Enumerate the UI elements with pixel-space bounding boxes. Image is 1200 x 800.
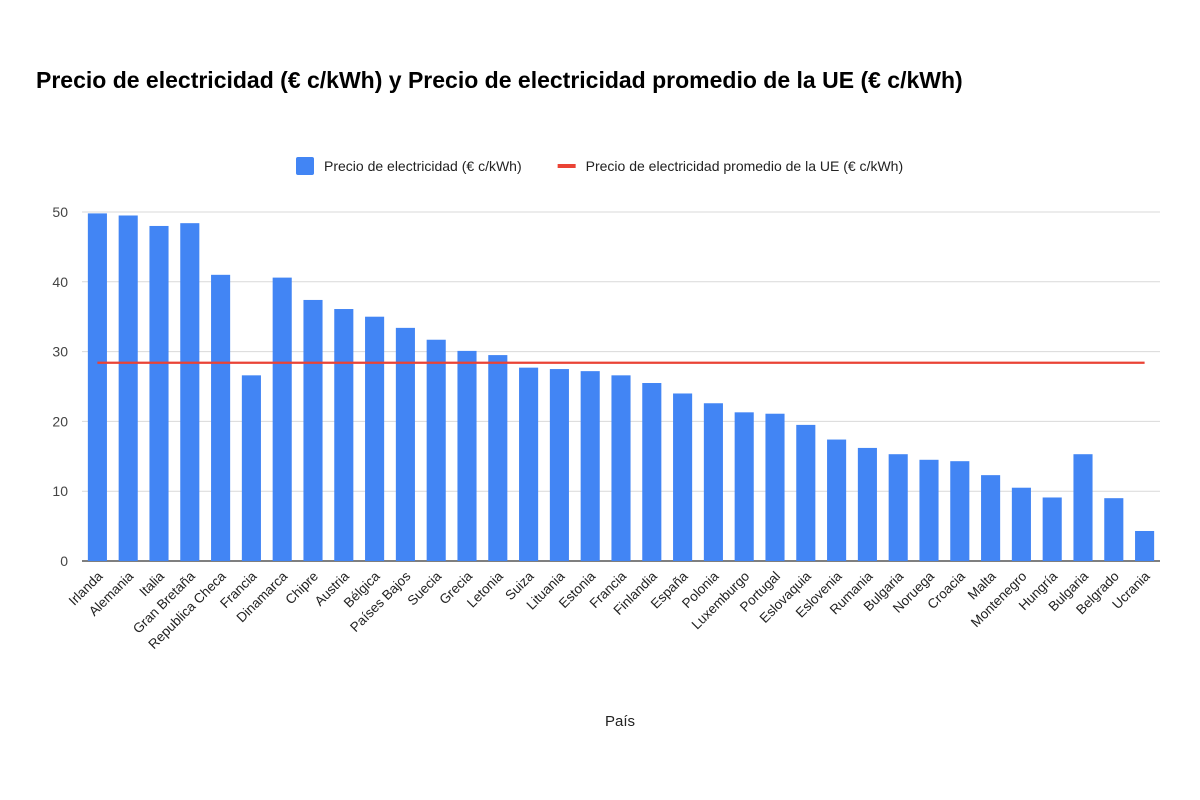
bar <box>488 355 508 561</box>
bar <box>611 375 631 561</box>
bar <box>642 383 662 561</box>
y-tick-label: 50 <box>52 204 68 220</box>
bar <box>211 274 231 561</box>
bar <box>426 339 446 561</box>
legend-swatch-1 <box>296 157 314 175</box>
bar <box>580 371 600 561</box>
bar <box>519 367 539 561</box>
y-tick-label: 10 <box>52 483 68 499</box>
legend: Precio de electricidad (€ c/kWh) Precio d… <box>296 157 903 175</box>
bar <box>857 447 877 561</box>
bar <box>673 393 693 561</box>
legend-label-1: Precio de electricidad (€ c/kWh) <box>324 158 522 174</box>
bar <box>1073 454 1093 561</box>
chart-title: Precio de electricidad (€ c/kWh) y Preci… <box>36 67 963 93</box>
bar <box>549 369 569 561</box>
bar <box>981 475 1001 561</box>
bar <box>734 412 754 561</box>
bar <box>919 459 939 561</box>
y-tick-label: 0 <box>60 553 68 569</box>
y-tick-label: 20 <box>52 413 68 429</box>
legend-label-2: Precio de electricidad promedio de la UE… <box>586 158 903 174</box>
x-tick-label: Suecia <box>405 568 445 608</box>
bar <box>1042 497 1062 561</box>
bar <box>149 225 169 561</box>
y-tick-label: 30 <box>52 344 68 360</box>
bar <box>365 316 385 561</box>
bar <box>272 277 292 561</box>
bar <box>241 375 261 561</box>
bar <box>765 413 785 561</box>
bar <box>87 213 107 561</box>
legend-swatch-2 <box>557 164 576 168</box>
bar <box>1104 498 1124 561</box>
bar <box>703 403 723 561</box>
bar <box>827 439 847 561</box>
bar <box>1011 487 1031 561</box>
bar <box>180 223 200 561</box>
y-tick-label: 40 <box>52 274 68 290</box>
bar <box>950 461 970 561</box>
bar <box>303 299 323 561</box>
bar <box>1135 530 1155 561</box>
bar <box>395 327 415 561</box>
bar <box>118 215 138 562</box>
bar <box>457 350 477 561</box>
x-axis-title: País <box>605 713 635 730</box>
bar <box>796 424 816 561</box>
bar <box>334 309 354 561</box>
bar <box>888 454 908 561</box>
